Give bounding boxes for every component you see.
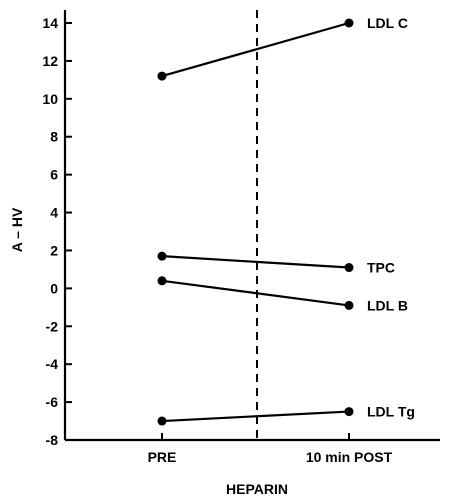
data-point [344,263,354,273]
y-tick-label: 0 [50,280,58,296]
y-tick-label: -8 [46,432,59,448]
x-tick-label: 10 min POST [306,449,393,465]
series-line [161,279,350,307]
y-tick-label: 10 [42,91,58,107]
data-point [344,407,354,417]
x-tick-label: PRE [148,449,177,465]
y-axis-label: A – HV [9,207,25,252]
y-tick-label: -2 [46,318,59,334]
series-label: LDL C [367,15,408,31]
y-tick-label: 12 [42,53,58,69]
y-tick-label: -4 [46,356,59,372]
axes [63,10,440,442]
data-point [157,416,167,426]
series-line [161,410,350,423]
x-ticks: PRE 10 min POST [148,433,393,465]
y-tick-label: -6 [46,394,59,410]
data-point [157,251,167,261]
series-line [161,255,350,269]
y-tick-label: 8 [50,129,58,145]
y-tick-label: 6 [50,167,58,183]
series-group: LDL C TPC LDL B LDL Tg [157,15,415,426]
series-label: LDL Tg [367,404,415,420]
series-label: TPC [367,260,395,276]
data-point [157,276,167,286]
series-line [161,21,350,78]
series-label: LDL B [367,297,408,313]
y-tick-label: 2 [50,242,58,258]
y-tick-label: 4 [50,205,58,221]
y-ticks: 14 12 10 8 6 4 2 0 -2 -4 -6 -8 [42,15,72,448]
data-point [157,71,167,81]
y-tick-label: 14 [42,15,58,31]
x-axis-label: HEPARIN [226,481,288,497]
data-point [344,18,354,28]
data-point [344,300,354,310]
